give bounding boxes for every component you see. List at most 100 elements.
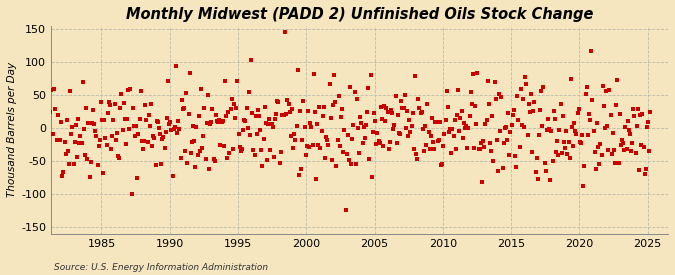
Point [103,100,114,104]
Point [569,121,580,125]
Point [392,112,403,117]
Point [478,139,489,144]
Point [236,148,246,153]
Point [630,151,641,155]
Point [547,159,558,163]
Point [134,117,145,122]
Point [475,147,485,152]
Y-axis label: Thousand Barrels per Day: Thousand Barrels per Day [7,62,17,197]
Point [537,124,547,129]
Point [549,117,560,121]
Point [641,167,651,171]
Point [564,156,575,161]
Point [593,145,603,149]
Point [143,113,154,118]
Point [146,102,157,106]
Point [531,156,542,160]
Point [289,132,300,136]
Point [47,132,57,136]
Point [586,49,597,53]
Point [202,93,213,98]
Point [78,79,88,84]
Point [367,130,378,134]
Point [213,120,223,124]
Point [443,130,454,134]
Point [139,139,150,143]
Point [508,108,519,112]
Point [320,156,331,161]
Point [227,147,238,151]
Point [624,132,635,136]
Point [338,149,349,154]
Point [254,114,265,119]
Point [563,140,574,144]
Point [316,129,327,133]
Point [181,91,192,95]
Point [169,125,180,129]
Point [580,92,591,96]
Point [118,101,129,105]
Point [539,161,550,165]
Point [573,107,584,111]
Point [263,122,273,126]
Point [389,123,400,128]
Point [440,118,451,123]
Point [524,110,535,114]
Point [159,146,170,151]
Point [516,123,527,128]
Point [471,122,482,126]
Point [78,126,89,131]
Point [456,109,467,113]
Point [188,123,198,128]
Point [427,116,437,120]
Point [370,119,381,123]
Point [279,113,290,117]
Point [266,122,277,127]
Point [347,137,358,142]
Point [369,111,379,116]
Point [101,143,112,147]
Point [533,133,544,137]
Point [135,89,146,94]
Point [73,117,84,121]
Point [350,162,361,166]
Point [128,105,138,110]
Point [414,106,425,111]
Point [566,125,577,130]
Point [207,106,218,111]
Point [611,103,622,107]
Point [153,120,163,124]
Point [556,151,567,155]
Point [259,104,270,109]
Point [413,97,424,101]
Point [151,119,162,123]
Point [219,79,230,84]
Point [465,90,476,94]
Point [432,139,443,143]
Point [454,129,464,133]
Point [417,126,428,131]
Point [55,138,65,142]
Point [144,124,155,128]
Point [501,125,512,129]
Point [642,125,653,129]
Point [276,113,287,117]
Point [447,126,458,131]
Point [105,103,115,107]
Point [544,127,555,131]
Point [269,117,280,122]
Point [200,157,211,161]
Point [306,125,317,129]
Point [595,142,605,147]
Point [576,133,587,138]
Point [428,140,439,145]
Point [405,129,416,134]
Point [186,151,196,155]
Point [331,164,342,169]
Point [66,132,77,136]
Point [146,144,157,148]
Point [125,87,136,91]
Point [275,150,286,154]
Point [349,90,360,94]
Point [551,150,562,154]
